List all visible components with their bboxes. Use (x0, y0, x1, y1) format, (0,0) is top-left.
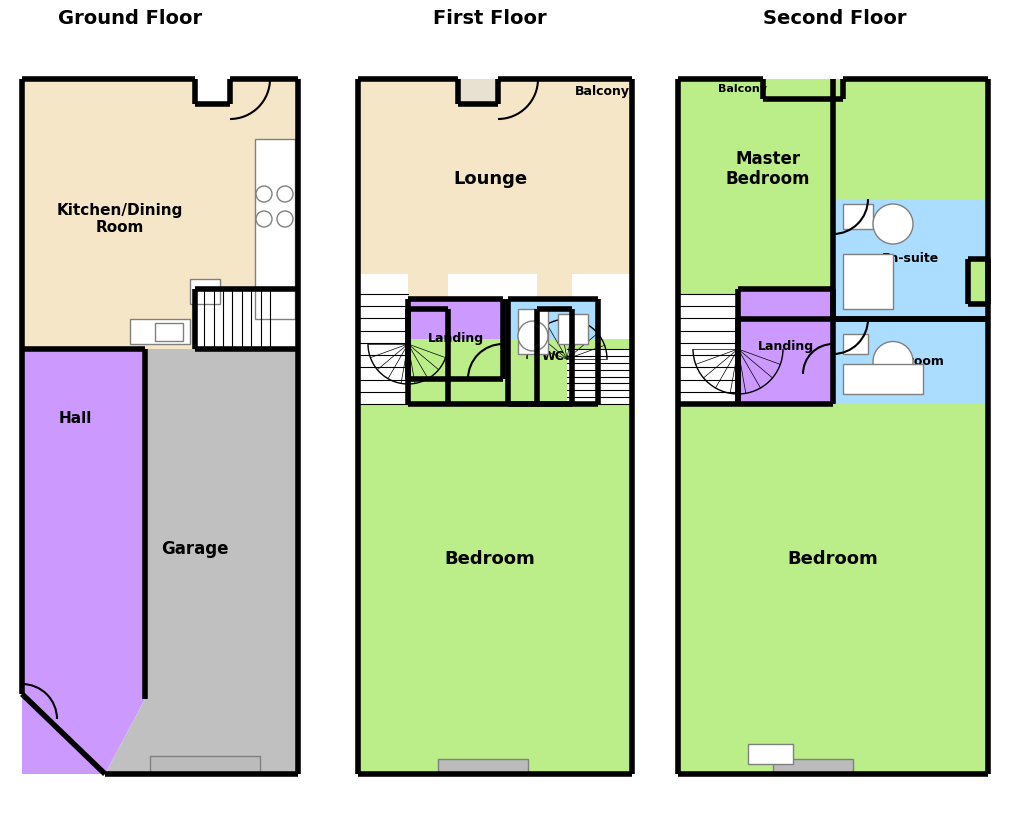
Bar (678, 404, 987, 774)
Circle shape (277, 211, 292, 227)
Bar (507, 299, 597, 404)
Polygon shape (358, 79, 632, 309)
Bar (842, 364, 922, 394)
Circle shape (256, 186, 272, 202)
Text: Garage: Garage (161, 540, 228, 558)
Bar (557, 314, 587, 344)
Text: Lounge: Lounge (452, 170, 527, 188)
Text: First Floor: First Floor (433, 9, 546, 29)
Bar (678, 79, 987, 319)
Bar (437, 759, 528, 774)
Text: Kitchen/Dining
Room: Kitchen/Dining Room (57, 203, 183, 235)
Bar (772, 759, 852, 774)
Circle shape (872, 341, 912, 382)
Bar (358, 294, 408, 404)
Text: Landing: Landing (427, 332, 483, 346)
Bar (833, 319, 987, 404)
Text: Landing: Landing (757, 340, 813, 353)
Bar (358, 339, 632, 774)
Polygon shape (105, 349, 298, 774)
Circle shape (518, 321, 547, 351)
Bar (842, 334, 867, 354)
Bar (842, 254, 892, 309)
Text: Second Floor: Second Floor (762, 9, 906, 29)
Bar (842, 204, 872, 229)
Text: Hall: Hall (58, 411, 92, 426)
Text: En-suite: En-suite (881, 253, 938, 265)
Bar (255, 139, 294, 319)
Bar (967, 259, 987, 304)
Bar (678, 294, 738, 404)
Polygon shape (22, 79, 298, 349)
Circle shape (872, 204, 912, 244)
Bar (762, 79, 842, 99)
Circle shape (256, 211, 272, 227)
Text: Balcony: Balcony (574, 86, 629, 98)
Circle shape (277, 186, 292, 202)
Bar (129, 319, 190, 344)
Bar (518, 309, 547, 354)
Bar (833, 199, 987, 319)
Text: Balcony: Balcony (717, 84, 766, 94)
Bar (150, 756, 260, 774)
Text: Bathroom: Bathroom (875, 355, 944, 368)
Bar (458, 79, 497, 104)
Text: Master
Bedroom: Master Bedroom (726, 149, 809, 189)
Text: Ground Floor: Ground Floor (58, 9, 202, 29)
Bar (567, 349, 632, 404)
Polygon shape (22, 349, 145, 774)
Bar (190, 279, 220, 304)
Bar (747, 744, 792, 764)
Bar (195, 289, 298, 349)
Text: Bedroom: Bedroom (444, 550, 535, 568)
Bar (408, 299, 502, 379)
Text: Bedroom: Bedroom (787, 550, 877, 568)
Bar (155, 323, 182, 341)
Text: WC: WC (541, 350, 564, 363)
Bar (738, 289, 833, 404)
